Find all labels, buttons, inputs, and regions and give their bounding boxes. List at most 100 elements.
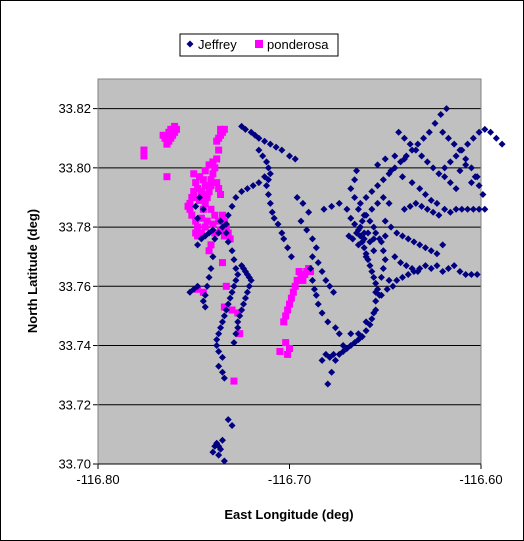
data-point-ponderosa — [295, 268, 303, 275]
data-point-jeffrey — [213, 342, 221, 350]
data-point-jeffrey — [423, 205, 431, 213]
data-point-jeffrey — [446, 179, 454, 187]
data-point-jeffrey — [366, 217, 374, 225]
data-point-jeffrey — [398, 232, 406, 240]
data-point-jeffrey — [441, 164, 449, 172]
data-point-ponderosa — [205, 161, 213, 169]
data-point-jeffrey — [462, 155, 470, 163]
data-point-jeffrey — [331, 324, 339, 332]
data-point-jeffrey — [374, 161, 382, 169]
data-point-jeffrey — [441, 205, 449, 213]
data-point-ponderosa — [217, 191, 225, 198]
data-point-jeffrey — [475, 128, 483, 136]
data-point-jeffrey — [217, 324, 225, 332]
data-point-ponderosa — [291, 282, 299, 290]
data-point-jeffrey — [199, 297, 207, 305]
data-point-jeffrey — [467, 179, 475, 187]
data-point-jeffrey — [377, 291, 385, 299]
y-tick-label: 33.74 — [58, 338, 91, 353]
data-point-ponderosa — [299, 276, 307, 284]
data-point-jeffrey — [255, 146, 263, 154]
data-point-jeffrey — [215, 362, 223, 370]
data-point-jeffrey — [324, 318, 332, 326]
data-point-jeffrey — [201, 303, 209, 311]
data-point-ponderosa — [190, 170, 198, 178]
data-point-jeffrey — [347, 185, 355, 193]
y-tick-label: 33.76 — [58, 279, 91, 294]
data-point-jeffrey — [433, 199, 441, 207]
data-point-jeffrey — [261, 173, 269, 181]
data-point-jeffrey — [473, 173, 481, 181]
data-point-jeffrey — [446, 158, 454, 166]
data-point-jeffrey — [310, 285, 318, 293]
data-point-jeffrey — [343, 205, 351, 213]
data-point-jeffrey — [215, 347, 223, 355]
data-point-jeffrey — [224, 238, 232, 246]
data-point-ponderosa — [211, 229, 219, 237]
data-point-jeffrey — [194, 241, 202, 249]
data-point-jeffrey — [270, 214, 278, 222]
data-point-jeffrey — [318, 268, 326, 275]
data-point-jeffrey — [368, 205, 376, 213]
data-point-jeffrey — [475, 182, 483, 190]
data-point-jeffrey — [414, 140, 422, 148]
x-tick-label: -116.70 — [268, 472, 311, 487]
data-point-jeffrey — [274, 220, 282, 228]
data-point-jeffrey — [427, 247, 435, 255]
data-point-ponderosa — [188, 211, 196, 219]
data-point-ponderosa — [199, 288, 207, 296]
data-point-jeffrey — [379, 193, 387, 201]
data-point-jeffrey — [416, 241, 424, 249]
data-point-jeffrey — [498, 140, 506, 148]
data-point-jeffrey — [314, 259, 322, 267]
data-point-jeffrey — [331, 356, 339, 364]
data-point-jeffrey — [364, 229, 372, 237]
data-point-jeffrey — [379, 265, 387, 273]
data-point-jeffrey — [387, 223, 395, 231]
data-point-jeffrey — [389, 282, 397, 290]
data-point-jeffrey — [381, 256, 389, 264]
data-point-jeffrey — [320, 205, 328, 213]
data-point-ponderosa — [199, 193, 207, 201]
data-point-jeffrey — [433, 262, 441, 270]
data-point-jeffrey — [408, 265, 416, 273]
data-point-jeffrey — [280, 235, 288, 243]
data-point-jeffrey — [263, 158, 271, 166]
data-point-jeffrey — [393, 229, 401, 237]
y-tick-label: 33.72 — [58, 397, 91, 412]
data-point-jeffrey — [362, 253, 370, 261]
y-axis-title: North Latitude (deg) — [25, 209, 40, 333]
data-point-jeffrey — [218, 223, 226, 231]
data-point-jeffrey — [220, 312, 228, 320]
data-point-ponderosa — [209, 170, 217, 178]
data-point-ponderosa — [159, 131, 167, 139]
data-point-jeffrey — [213, 336, 221, 344]
data-point-jeffrey — [469, 134, 477, 142]
data-point-ponderosa — [197, 214, 205, 222]
data-point-jeffrey — [241, 294, 249, 302]
data-point-ponderosa — [207, 205, 215, 213]
data-point-ponderosa — [217, 125, 225, 133]
data-point-jeffrey — [408, 179, 416, 187]
data-point-ponderosa — [220, 303, 228, 311]
data-point-jeffrey — [215, 451, 223, 459]
data-point-ponderosa — [276, 347, 284, 355]
data-point-jeffrey — [425, 128, 433, 136]
data-point-jeffrey — [278, 146, 286, 154]
data-point-jeffrey — [314, 300, 322, 308]
data-point-jeffrey — [194, 214, 202, 222]
data-point-ponderosa — [201, 167, 209, 175]
data-point-jeffrey — [360, 244, 368, 252]
data-point-jeffrey — [266, 199, 274, 207]
data-point-jeffrey — [247, 276, 255, 284]
data-point-ponderosa — [226, 235, 234, 243]
data-point-jeffrey — [398, 273, 406, 281]
data-point-jeffrey — [431, 119, 439, 127]
data-point-jeffrey — [220, 374, 228, 382]
data-point-jeffrey — [308, 253, 316, 261]
data-point-ponderosa — [203, 217, 211, 225]
data-point-ponderosa — [289, 288, 297, 296]
data-point-jeffrey — [266, 170, 274, 178]
data-point-jeffrey — [370, 273, 378, 281]
data-point-jeffrey — [452, 205, 460, 213]
